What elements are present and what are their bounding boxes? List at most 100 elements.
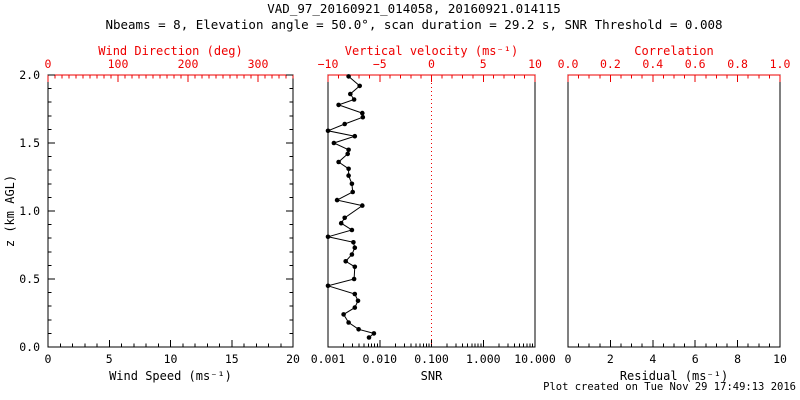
svg-text:−5: −5 — [373, 57, 387, 71]
svg-text:0.8: 0.8 — [727, 57, 748, 71]
snr-profile-point — [342, 121, 348, 127]
snr-profile-point — [341, 312, 346, 317]
snr-profile-point — [352, 245, 358, 250]
snr-profile-point — [352, 133, 358, 139]
svg-text:15: 15 — [225, 352, 239, 366]
snr-profile-point — [349, 252, 355, 257]
snr-profile-point — [351, 276, 357, 282]
svg-text:10: 10 — [164, 352, 178, 366]
panel-residual: 0 2 4 6 8 10 Residual (ms⁻¹) 0.0 0.2 0.4 0.6 0.8 1.0… — [558, 44, 791, 383]
snr-profile-point — [371, 331, 377, 336]
snr-profile-point — [357, 83, 363, 89]
panel-snr-bottom-axis: 0.001 0.010 0.100 1.000 10.000 SNR — [311, 340, 556, 383]
snr-profile-point — [334, 197, 340, 203]
svg-text:0.4: 0.4 — [642, 57, 663, 71]
svg-text:0.6: 0.6 — [685, 57, 706, 71]
svg-text:1.0: 1.0 — [19, 204, 40, 218]
snr-profile-point — [325, 128, 331, 134]
snr-profile-point — [350, 189, 356, 195]
panel-residual-top-axis-title: Correlation — [634, 44, 713, 58]
svg-text:2: 2 — [607, 352, 614, 366]
panel-wind-bottom-axis-title: Wind Speed (ms⁻¹) — [109, 369, 232, 383]
svg-text:5: 5 — [480, 57, 487, 71]
snr-profile-series — [325, 74, 377, 340]
snr-profile-point — [345, 151, 351, 157]
svg-text:2.0: 2.0 — [19, 68, 40, 82]
panel-wind-top-axis-title: Wind Direction (deg) — [98, 44, 243, 58]
svg-text:10.000: 10.000 — [514, 352, 556, 366]
svg-text:0.0: 0.0 — [19, 340, 40, 354]
panel-snr-top-axis-title: Vertical velocity (ms⁻¹) — [345, 44, 518, 58]
panel-wind-top-axis: 0 100 200 300 Wind Direction (deg) — [45, 44, 294, 82]
svg-text:0: 0 — [428, 57, 435, 71]
panel-wind-bottom-axis: 0 5 10 15 20 Wind Speed (ms⁻¹) — [45, 340, 300, 383]
snr-profile-point — [352, 291, 358, 297]
plot-title: VAD_97_20160921_014058, 20160921.014115 — [267, 1, 561, 16]
svg-text:1.000: 1.000 — [466, 352, 501, 366]
svg-text:0: 0 — [565, 352, 572, 366]
snr-profile-point — [355, 298, 361, 304]
snr-profile-point — [346, 147, 351, 153]
svg-text:10: 10 — [528, 57, 542, 71]
svg-text:10: 10 — [773, 352, 787, 366]
snr-profile-point — [352, 305, 358, 310]
svg-text:6: 6 — [692, 352, 699, 366]
snr-profile-point — [325, 283, 331, 289]
svg-text:0: 0 — [45, 57, 52, 71]
snr-profile-point — [352, 264, 358, 270]
snr-profile-point — [349, 181, 355, 187]
svg-text:8: 8 — [734, 352, 741, 366]
svg-text:0.010: 0.010 — [362, 352, 397, 366]
snr-profile-point — [366, 335, 372, 340]
svg-text:0: 0 — [45, 352, 52, 366]
panel-residual-frame — [567, 74, 781, 348]
snr-profile-point — [331, 140, 337, 146]
y-axis-title: z (km AGL) — [3, 175, 17, 247]
snr-profile-line — [326, 76, 375, 338]
plot-subtitle: Nbeams = 8, Elevation angle = 50.0°, sca… — [105, 17, 723, 32]
svg-text:0.100: 0.100 — [414, 352, 449, 366]
snr-profile-point — [336, 159, 341, 165]
snr-profile-point — [360, 110, 365, 116]
svg-text:0.5: 0.5 — [19, 272, 40, 286]
panel-residual-top-axis: 0.0 0.2 0.4 0.6 0.8 1.0 Correlation — [558, 44, 791, 82]
plot-created-timestamp: Plot created on Tue Nov 29 17:49:13 2016 — [543, 381, 796, 393]
svg-text:200: 200 — [178, 57, 199, 71]
snr-profile-point — [351, 240, 356, 245]
snr-profile-point — [360, 203, 365, 208]
snr-profile-point — [360, 114, 366, 120]
snr-profile-point — [351, 97, 357, 102]
panel-residual-bottom-axis-title: Residual (ms⁻¹) — [620, 369, 728, 383]
panel-snr: 0.001 0.010 0.100 1.000 10.000 SNR −10 −5 0 5 10 Ve… — [311, 44, 556, 383]
svg-text:0.0: 0.0 — [558, 57, 579, 71]
panel-wind: 0 5 10 15 20 Wind Speed (ms⁻¹) 0 100 200 300 Wind … — [3, 44, 300, 383]
snr-profile-point — [346, 173, 351, 178]
svg-text:−10: −10 — [318, 57, 339, 71]
snr-profile-point — [346, 74, 351, 79]
snr-profile-point — [348, 91, 353, 97]
svg-text:300: 300 — [248, 57, 269, 71]
snr-profile-point — [343, 259, 349, 264]
panel-snr-bottom-axis-title: SNR — [421, 369, 443, 383]
svg-text:1.0: 1.0 — [770, 57, 791, 71]
panel-wind-frame — [47, 74, 294, 348]
svg-text:0.2: 0.2 — [600, 57, 621, 71]
panel-residual-bottom-axis: 0 2 4 6 8 10 Residual (ms⁻¹) — [565, 340, 787, 383]
snr-profile-point — [356, 327, 361, 332]
panel-snr-top-axis: −10 −5 0 5 10 Vertical velocity (ms⁻¹) — [318, 44, 542, 82]
snr-profile-point — [338, 220, 344, 226]
svg-text:100: 100 — [108, 57, 129, 71]
snr-profile-point — [349, 227, 355, 233]
svg-text:4: 4 — [649, 352, 656, 366]
svg-text:0.001: 0.001 — [311, 352, 346, 366]
snr-profile-point — [346, 166, 351, 172]
panel-wind-y-axis: 0.0 0.5 1.0 1.5 2.0 z (km AGL) — [3, 68, 293, 354]
snr-profile-point — [346, 320, 351, 325]
svg-text:1.5: 1.5 — [19, 136, 40, 150]
snr-profile-point — [336, 102, 341, 108]
svg-text:20: 20 — [286, 352, 300, 366]
snr-profile-point — [342, 215, 348, 221]
snr-profile-point — [325, 234, 331, 240]
